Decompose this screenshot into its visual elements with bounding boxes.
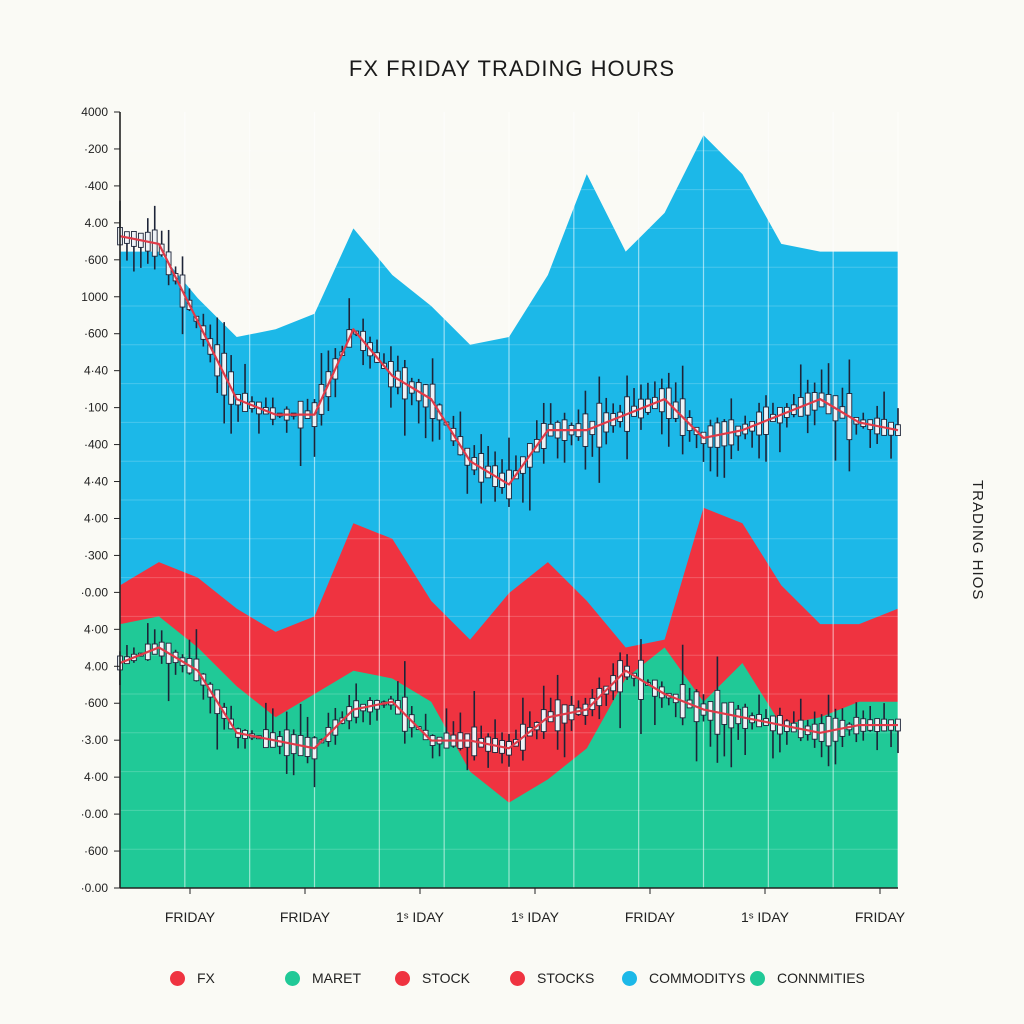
legend-label: MARET xyxy=(312,970,361,986)
legend-label: STOCK xyxy=(422,970,470,986)
y-tick-label: ·300 xyxy=(84,548,108,562)
legend-swatch xyxy=(622,970,637,986)
y-tick-label: ·200 xyxy=(84,142,108,156)
y-tick-label: 4·00 xyxy=(84,770,108,784)
legend-item-maret: MARET xyxy=(285,970,361,986)
legend-item-stock: STOCK xyxy=(395,970,470,986)
legend-item-connmities: CONNMITIES xyxy=(750,970,865,986)
legend-swatch xyxy=(395,970,410,986)
y-tick-label: 4000 xyxy=(81,105,108,119)
y-tick-label: ·3.00 xyxy=(81,733,109,747)
y-tick-label: 4·40 xyxy=(84,475,108,489)
y-tick-label: ·400 xyxy=(84,179,108,193)
x-tick-label: 1ˢ IDAY xyxy=(396,909,445,925)
legend-swatch xyxy=(510,970,525,986)
x-tick-label: FRIDAY xyxy=(855,909,906,925)
x-tick-label: FRIDAY xyxy=(165,909,216,925)
legend-label: FX xyxy=(197,970,215,986)
y-tick-label: 4·40 xyxy=(84,364,108,378)
y-tick-label: ·600 xyxy=(84,327,108,341)
y-tick-label: 4·00 xyxy=(84,622,108,636)
legend-swatch xyxy=(170,970,185,986)
chart-title: FX FRIDAY TRADING HOURS xyxy=(348,56,676,81)
y-tick-label: 1000 xyxy=(81,290,108,304)
y-tick-label: ·600 xyxy=(84,844,108,858)
y-tick-label: 4.00 xyxy=(85,659,109,673)
legend-item-commoditys: COMMODITYS xyxy=(622,970,745,986)
legend-label: CONNMITIES xyxy=(777,970,865,986)
y-tick-label: 4.00 xyxy=(85,216,109,230)
y-tick-label: 4·00 xyxy=(84,511,108,525)
legend-swatch xyxy=(285,970,300,986)
y-tick-label: ·600 xyxy=(84,253,108,267)
legend-label: STOCKS xyxy=(537,970,595,986)
x-tick-label: FRIDAY xyxy=(625,909,676,925)
legend-label: COMMODITYS xyxy=(649,970,746,986)
x-tick-label: FRIDAY xyxy=(280,909,331,925)
y-tick-label: ·600 xyxy=(84,696,108,710)
y-tick-label: ·0.00 xyxy=(81,807,109,821)
x-tick-label: 1ˢ IDAY xyxy=(511,909,560,925)
legend-item-stocks: STOCKS xyxy=(510,970,594,986)
x-tick-label: 1ˢ IDAY xyxy=(741,909,790,925)
y-tick-label: ·0.00 xyxy=(81,585,109,599)
y-tick-label: ·400 xyxy=(84,438,108,452)
legend-item-fx: FX xyxy=(170,970,215,986)
y-tick-label: ·100 xyxy=(84,401,108,415)
legend: FX MARET STOCK STOCKS COMMODITYS CONNMITIES xyxy=(170,970,890,994)
legend-swatch xyxy=(750,970,765,986)
line-fx xyxy=(119,235,899,486)
y-tick-label: ·0.00 xyxy=(81,881,109,895)
line-maret xyxy=(119,646,898,750)
y-axis-label: TRADING HIOS xyxy=(969,480,986,601)
